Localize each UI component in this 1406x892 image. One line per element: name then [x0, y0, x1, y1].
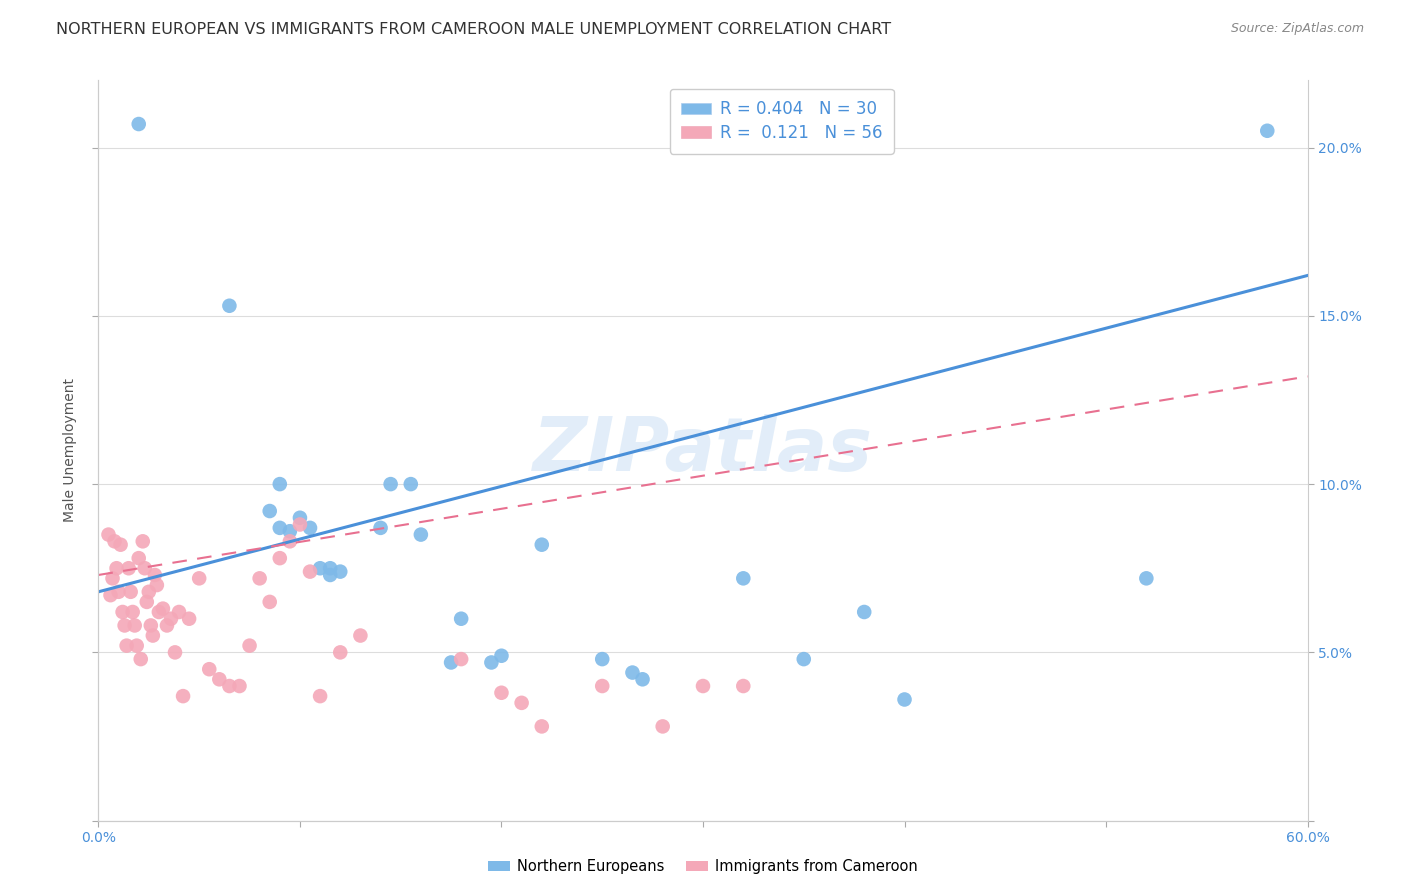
Point — [319, 568, 342, 582]
Point — [370, 521, 392, 535]
Point — [135, 595, 157, 609]
Point — [733, 679, 755, 693]
Point — [163, 645, 186, 659]
Point — [329, 645, 352, 659]
Point — [208, 673, 231, 687]
Point — [218, 679, 240, 693]
Point — [288, 510, 311, 524]
Point — [148, 605, 170, 619]
Point — [309, 561, 332, 575]
Point — [309, 689, 332, 703]
Point — [530, 719, 553, 733]
Legend: R = 0.404   N = 30, R =  0.121   N = 56: R = 0.404 N = 30, R = 0.121 N = 56 — [669, 88, 894, 153]
Point — [121, 605, 143, 619]
Point — [249, 571, 271, 585]
Point — [179, 612, 201, 626]
Point — [105, 561, 128, 575]
Point — [239, 639, 262, 653]
Point — [491, 686, 513, 700]
Point — [450, 652, 472, 666]
Point — [380, 477, 402, 491]
Point — [259, 595, 281, 609]
Point — [100, 588, 122, 602]
Point — [156, 618, 179, 632]
Point — [128, 551, 150, 566]
Point — [288, 517, 311, 532]
Point — [124, 618, 146, 632]
Point — [110, 538, 132, 552]
Point — [188, 571, 211, 585]
Point — [103, 534, 125, 549]
Point — [278, 524, 301, 539]
Point — [111, 605, 134, 619]
Point — [114, 618, 136, 632]
Point — [142, 628, 165, 642]
Point — [143, 568, 166, 582]
Point — [491, 648, 513, 663]
Point — [107, 584, 129, 599]
Point — [115, 639, 138, 653]
Point — [1256, 124, 1278, 138]
Point — [97, 527, 120, 541]
Point — [631, 673, 654, 687]
Point — [450, 612, 472, 626]
Point — [319, 561, 342, 575]
Point — [138, 584, 160, 599]
Point — [349, 628, 371, 642]
Point — [621, 665, 644, 680]
Y-axis label: Male Unemployment: Male Unemployment — [63, 378, 77, 523]
Point — [139, 618, 162, 632]
Point — [228, 679, 250, 693]
Point — [146, 578, 169, 592]
Point — [733, 571, 755, 585]
Point — [853, 605, 876, 619]
Point — [167, 605, 190, 619]
Point — [152, 601, 174, 615]
Point — [125, 639, 148, 653]
Point — [278, 534, 301, 549]
Legend: Northern Europeans, Immigrants from Cameroon: Northern Europeans, Immigrants from Came… — [482, 854, 924, 880]
Point — [172, 689, 194, 703]
Point — [1135, 571, 1157, 585]
Point — [299, 521, 322, 535]
Point — [160, 612, 183, 626]
Text: NORTHERN EUROPEAN VS IMMIGRANTS FROM CAMEROON MALE UNEMPLOYMENT CORRELATION CHAR: NORTHERN EUROPEAN VS IMMIGRANTS FROM CAM… — [56, 22, 891, 37]
Point — [299, 565, 322, 579]
Point — [134, 561, 156, 575]
Text: Source: ZipAtlas.com: Source: ZipAtlas.com — [1230, 22, 1364, 36]
Point — [510, 696, 533, 710]
Point — [591, 679, 613, 693]
Point — [129, 652, 152, 666]
Point — [128, 117, 150, 131]
Point — [118, 561, 141, 575]
Point — [269, 477, 291, 491]
Point — [530, 538, 553, 552]
Point — [591, 652, 613, 666]
Point — [218, 299, 240, 313]
Point — [269, 551, 291, 566]
Point — [692, 679, 714, 693]
Point — [329, 565, 352, 579]
Point — [409, 527, 432, 541]
Point — [101, 571, 124, 585]
Point — [481, 656, 503, 670]
Point — [198, 662, 221, 676]
Point — [399, 477, 422, 491]
Point — [440, 656, 463, 670]
Point — [269, 521, 291, 535]
Text: ZIPatlas: ZIPatlas — [533, 414, 873, 487]
Point — [651, 719, 673, 733]
Point — [132, 534, 155, 549]
Point — [893, 692, 915, 706]
Point — [120, 584, 142, 599]
Point — [259, 504, 281, 518]
Point — [793, 652, 815, 666]
